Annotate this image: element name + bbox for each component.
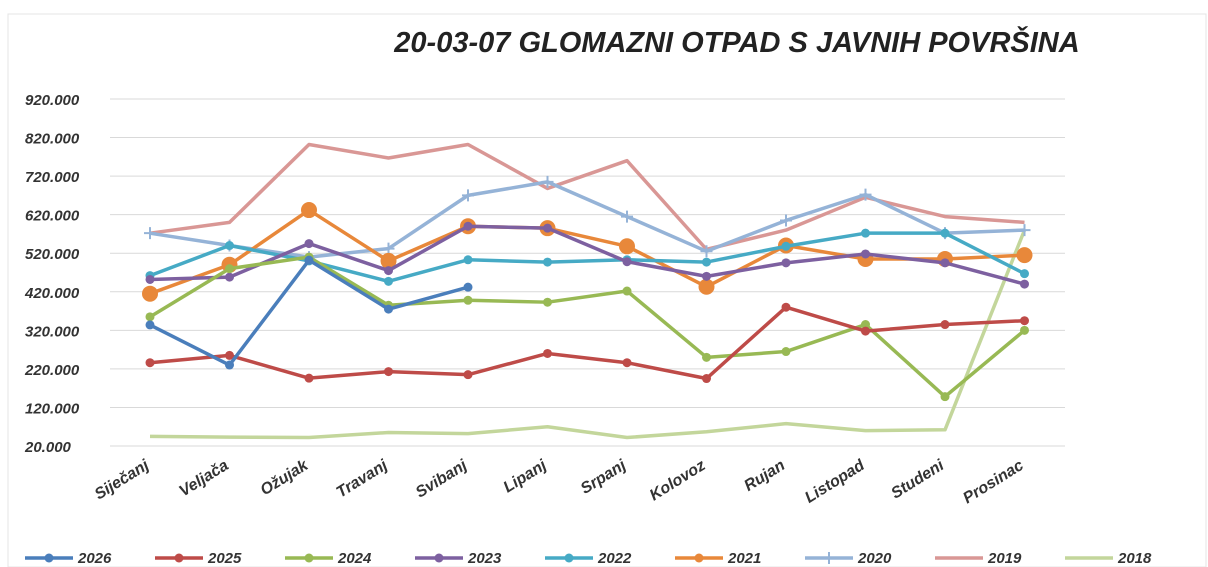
legend-label: 2019: [987, 550, 1022, 567]
legend-label: 2023: [467, 550, 502, 567]
y-tick-label: 920.000: [25, 92, 80, 109]
data-point: [384, 304, 393, 314]
legend-label: 2025: [207, 550, 242, 567]
data-point: [225, 264, 234, 274]
data-point: [861, 249, 870, 259]
data-point: [702, 271, 711, 281]
y-tick-label: 820.000: [25, 131, 80, 148]
y-tick-label: 720.000: [25, 169, 80, 186]
legend-label: 2026: [77, 550, 112, 567]
data-point: [861, 320, 870, 330]
data-point: [940, 392, 950, 402]
data-point: [384, 276, 393, 286]
data-point: [543, 223, 552, 233]
data-point: [781, 241, 791, 251]
legend-marker: [304, 553, 314, 563]
data-point: [380, 252, 397, 269]
data-point: [859, 188, 872, 201]
data-point: [463, 282, 473, 292]
legend-marker: [694, 553, 704, 563]
data-point: [463, 221, 473, 231]
data-point: [1016, 247, 1033, 264]
data-point: [702, 374, 711, 384]
data-point: [145, 312, 155, 322]
data-point: [1020, 269, 1029, 279]
data-point: [702, 257, 711, 267]
data-point: [940, 320, 950, 330]
data-point: [225, 241, 234, 251]
data-point: [861, 326, 870, 336]
data-point: [225, 360, 234, 370]
data-point: [304, 255, 314, 265]
data-point: [1020, 325, 1029, 335]
legend-marker: [564, 553, 574, 563]
legend-marker: [823, 552, 835, 564]
chart-title: 20-03-07 GLOMAZNI OTPAD S JAVNIH POVRŠIN…: [393, 25, 1079, 59]
series-line: [149, 224, 1025, 286]
legend-label: 2024: [337, 550, 372, 567]
data-point: [1018, 224, 1031, 237]
data-point: [463, 370, 473, 380]
legend-label: 2018: [1117, 550, 1152, 567]
data-point: [700, 245, 713, 258]
data-point: [463, 255, 473, 265]
data-point: [384, 266, 393, 276]
legend-marker: [174, 553, 184, 563]
data-point: [384, 367, 393, 377]
data-point: [301, 202, 317, 219]
data-point: [304, 239, 314, 249]
data-point: [142, 285, 158, 302]
data-point: [781, 258, 791, 268]
chart-frame: [7, 13, 1207, 567]
series-line: [149, 305, 1025, 381]
legend-label: 2020: [857, 550, 892, 567]
data-point: [543, 257, 552, 267]
data-point: [144, 227, 156, 240]
legend-label: 2022: [597, 550, 632, 567]
data-point: [382, 242, 395, 255]
data-point: [781, 302, 791, 312]
data-point: [1020, 316, 1029, 326]
legend-label: 2021: [727, 550, 761, 567]
series-line: [149, 208, 1025, 296]
data-point: [702, 352, 711, 362]
data-point: [619, 238, 635, 255]
y-tick-label: 520.000: [25, 246, 80, 263]
y-tick-label: 320.000: [25, 323, 80, 340]
series-line: [149, 229, 1027, 440]
series-line: [149, 255, 1026, 399]
data-point: [145, 358, 155, 368]
y-tick-label: 120.000: [25, 400, 80, 417]
y-tick-label: 220.000: [24, 362, 80, 379]
data-point: [698, 278, 715, 295]
data-point: [541, 175, 554, 188]
legend-marker: [44, 553, 54, 563]
data-point: [1020, 279, 1029, 289]
data-point: [780, 214, 792, 227]
data-point: [940, 228, 950, 238]
data-point: [543, 348, 552, 358]
data-point: [622, 358, 632, 368]
data-point: [940, 258, 950, 268]
data-point: [225, 272, 234, 282]
data-point: [462, 189, 474, 202]
y-tick-label: 620.000: [25, 208, 80, 225]
data-point: [622, 286, 632, 296]
data-point: [304, 373, 314, 383]
data-point: [861, 228, 870, 238]
data-point: [225, 350, 234, 360]
data-point: [621, 210, 633, 223]
data-point: [145, 320, 155, 330]
data-point: [781, 347, 791, 357]
y-tick-label: 20.000: [24, 439, 72, 456]
legend-marker: [434, 553, 444, 563]
data-point: [622, 257, 632, 267]
data-point: [543, 297, 552, 307]
series-line: [149, 180, 1025, 259]
y-tick-label: 420.000: [24, 285, 80, 302]
data-point: [145, 274, 155, 284]
data-point: [463, 295, 473, 305]
